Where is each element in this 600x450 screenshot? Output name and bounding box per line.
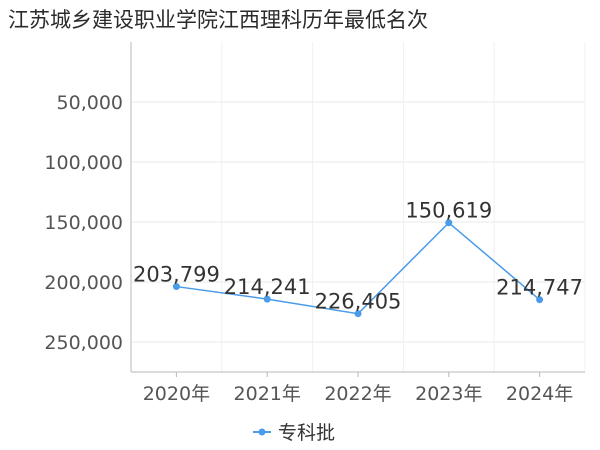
- data-label: 203,799: [133, 263, 220, 287]
- legend-marker-icon: [258, 428, 266, 436]
- x-tick-label: 2023年: [415, 383, 482, 405]
- y-tick-label: 200,000: [44, 272, 123, 294]
- y-tick-label: 50,000: [57, 92, 123, 114]
- y-tick-label: 100,000: [44, 152, 123, 174]
- data-point[interactable]: [445, 219, 453, 227]
- legend-label[interactable]: 专科批: [278, 422, 335, 444]
- data-label: 226,405: [315, 290, 402, 314]
- data-point[interactable]: [354, 310, 362, 318]
- data-point[interactable]: [263, 295, 271, 303]
- data-label: 214,241: [224, 275, 311, 299]
- series-line: [172, 219, 544, 318]
- data-label: 150,619: [405, 199, 492, 223]
- data-label: 214,747: [496, 276, 583, 300]
- grid-lines: [130, 42, 586, 372]
- data-point[interactable]: [172, 283, 180, 291]
- x-tick-label: 2021年: [234, 383, 301, 405]
- data-point[interactable]: [536, 296, 544, 304]
- legend: 专科批: [253, 422, 335, 444]
- x-tick-label: 2024年: [506, 383, 573, 405]
- x-tick-label: 2020年: [143, 383, 210, 405]
- chart-title: 江苏城乡建设职业学院江西理科历年最低名次: [8, 8, 428, 32]
- y-tick-label: 150,000: [44, 212, 123, 234]
- axes: 50,000 100,000 150,000 200,000 250,000 2020年 2…: [44, 42, 585, 405]
- y-tick-label: 250,000: [44, 332, 123, 354]
- x-tick-label: 2022年: [324, 383, 391, 405]
